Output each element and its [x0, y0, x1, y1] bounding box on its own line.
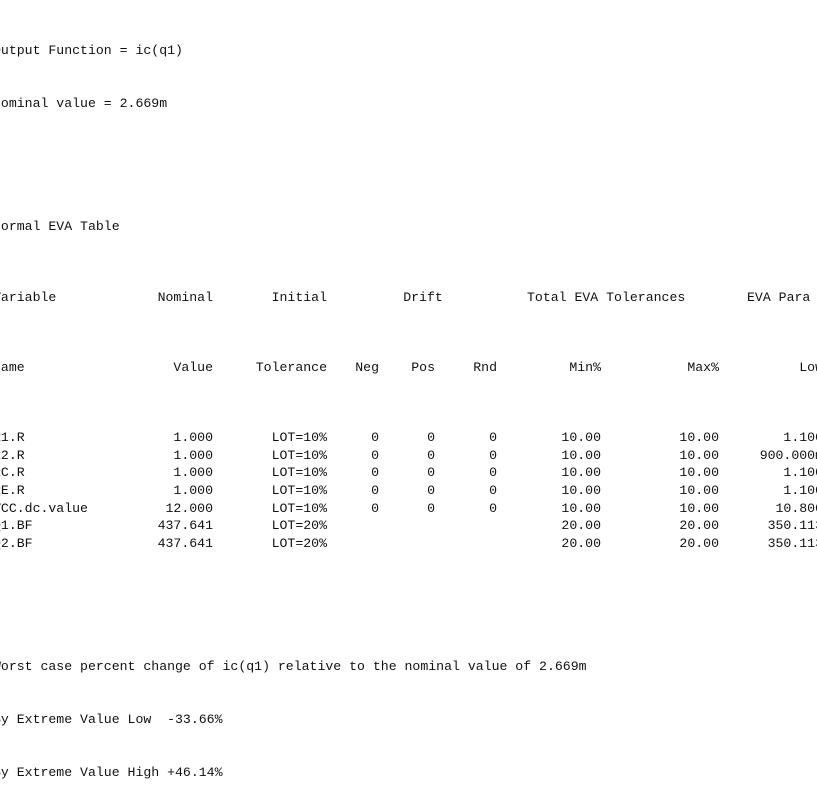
cell-low: 1.100: [783, 465, 817, 481]
cell-tol: LOT=10%: [271, 447, 327, 463]
cell-max: 10.00: [679, 430, 719, 446]
cell-max: 10.00: [679, 483, 719, 499]
percent-change-low: By Extreme Value Low -33.66%: [0, 711, 223, 727]
spacer: [0, 148, 817, 166]
table-row: R2.R 1.000 LOT=10% 0 0 0 10.00 10.00 900.000m: [0, 447, 817, 465]
cell-max: 20.00: [679, 518, 719, 534]
cell-pos: 0: [427, 500, 435, 516]
table-header-secondary: Name Value Tolerance Neg Pos Rnd Min% Ma…: [0, 359, 817, 377]
cell-rnd: 0: [489, 447, 497, 463]
cell-low: 350.113: [767, 535, 817, 551]
table-row: RE.R 1.000 LOT=10% 0 0 0 10.00 10.00 1.100: [0, 482, 817, 500]
header-drift: Drift: [403, 289, 443, 305]
cell-low: 10.800: [775, 500, 817, 516]
cell-name: RC.R: [0, 465, 25, 481]
cell-value: 437.641: [157, 518, 213, 534]
cell-name: Q2.BF: [0, 535, 33, 551]
cell-rnd: 0: [489, 483, 497, 499]
table-row: VCC.dc.value 12.000 LOT=10% 0 0 0 10.00 10.00 10…: [0, 500, 817, 518]
header-name: Name: [0, 359, 25, 375]
cell-neg: 0: [371, 430, 379, 446]
cell-name: RE.R: [0, 483, 25, 499]
cell-low: 1.100: [783, 483, 817, 499]
cell-value: 437.641: [157, 535, 213, 551]
cell-tol: LOT=10%: [271, 430, 327, 446]
eva-report: Output Function = ic(q1) Nominal value =…: [0, 7, 817, 812]
cell-neg: 0: [371, 500, 379, 516]
table-row: Q1.BF 437.641 LOT=20% 20.00 20.00 350.113: [0, 517, 817, 535]
cell-min: 10.00: [561, 447, 601, 463]
cell-min: 10.00: [561, 430, 601, 446]
cell-pos: 0: [427, 447, 435, 463]
cell-name: R1.R: [0, 430, 25, 446]
cell-max: 10.00: [679, 500, 719, 516]
header-neg: Neg: [355, 359, 379, 375]
header-eva-para: EVA Para: [747, 289, 811, 305]
percent-change-heading: Worst case percent change of ic(q1) rela…: [0, 658, 587, 674]
header-rnd: Rnd: [473, 359, 497, 375]
nominal-value-line: Nominal value = 2.669m: [0, 95, 168, 111]
cell-name: VCC.dc.value: [0, 500, 88, 516]
table-row: Q2.BF 437.641 LOT=20% 20.00 20.00 350.113: [0, 535, 817, 553]
cell-value: 1.000: [173, 483, 213, 499]
header-value: Value: [173, 359, 213, 375]
cell-max: 10.00: [679, 465, 719, 481]
header-tolerance: Tolerance: [255, 359, 327, 375]
cell-pos: 0: [427, 465, 435, 481]
cell-pos: 0: [427, 430, 435, 446]
header-initial: Initial: [271, 289, 327, 305]
table-body: R1.R1.000LOT=10%00010.0010.001.100R2.R1.…: [0, 429, 817, 552]
output-function-line: Output Function = ic(q1): [0, 43, 183, 59]
cell-rnd: 0: [489, 465, 497, 481]
header-total-eva: Total EVA Tolerances: [527, 289, 686, 305]
table-row: R1.R 1.000 LOT=10% 0 0 0 10.00 10.00 1.100: [0, 429, 817, 447]
cell-tol: LOT=10%: [271, 483, 327, 499]
cell-min: 10.00: [561, 465, 601, 481]
cell-rnd: 0: [489, 500, 497, 516]
cell-value: 1.000: [173, 465, 213, 481]
table-title: Normal EVA Table: [0, 219, 120, 235]
cell-low: 900.000m: [759, 447, 817, 463]
header-max: Max%: [687, 359, 719, 375]
cell-tol: LOT=20%: [271, 518, 327, 534]
header-low: Low: [799, 359, 817, 375]
cell-tol: LOT=10%: [271, 465, 327, 481]
spacer: [0, 605, 817, 623]
cell-rnd: 0: [489, 430, 497, 446]
cell-min: 10.00: [561, 483, 601, 499]
table-row: RC.R 1.000 LOT=10% 0 0 0 10.00 10.00 1.100: [0, 464, 817, 482]
cell-low: 350.113: [767, 518, 817, 534]
header-pos: Pos: [411, 359, 435, 375]
cell-max: 20.00: [679, 535, 719, 551]
cell-min: 10.00: [561, 500, 601, 516]
header-variable: Variable: [0, 289, 57, 305]
cell-tol: LOT=10%: [271, 500, 327, 516]
cell-value: 1.000: [173, 447, 213, 463]
cell-name: Q1.BF: [0, 518, 33, 534]
cell-name: R2.R: [0, 447, 25, 463]
percent-change-high: By Extreme Value High +46.14%: [0, 764, 223, 780]
cell-pos: 0: [427, 483, 435, 499]
table-header-primary: Variable Nominal Initial Drift Total EVA…: [0, 289, 817, 307]
cell-neg: 0: [371, 483, 379, 499]
cell-low: 1.100: [783, 430, 817, 446]
cell-min: 20.00: [561, 535, 601, 551]
cell-tol: LOT=20%: [271, 535, 327, 551]
cell-value: 1.000: [173, 430, 213, 446]
cell-min: 20.00: [561, 518, 601, 534]
header-min: Min%: [569, 359, 601, 375]
cell-neg: 0: [371, 447, 379, 463]
header-nominal: Nominal: [157, 289, 213, 305]
cell-value: 12.000: [165, 500, 213, 516]
cell-neg: 0: [371, 465, 379, 481]
cell-max: 10.00: [679, 447, 719, 463]
